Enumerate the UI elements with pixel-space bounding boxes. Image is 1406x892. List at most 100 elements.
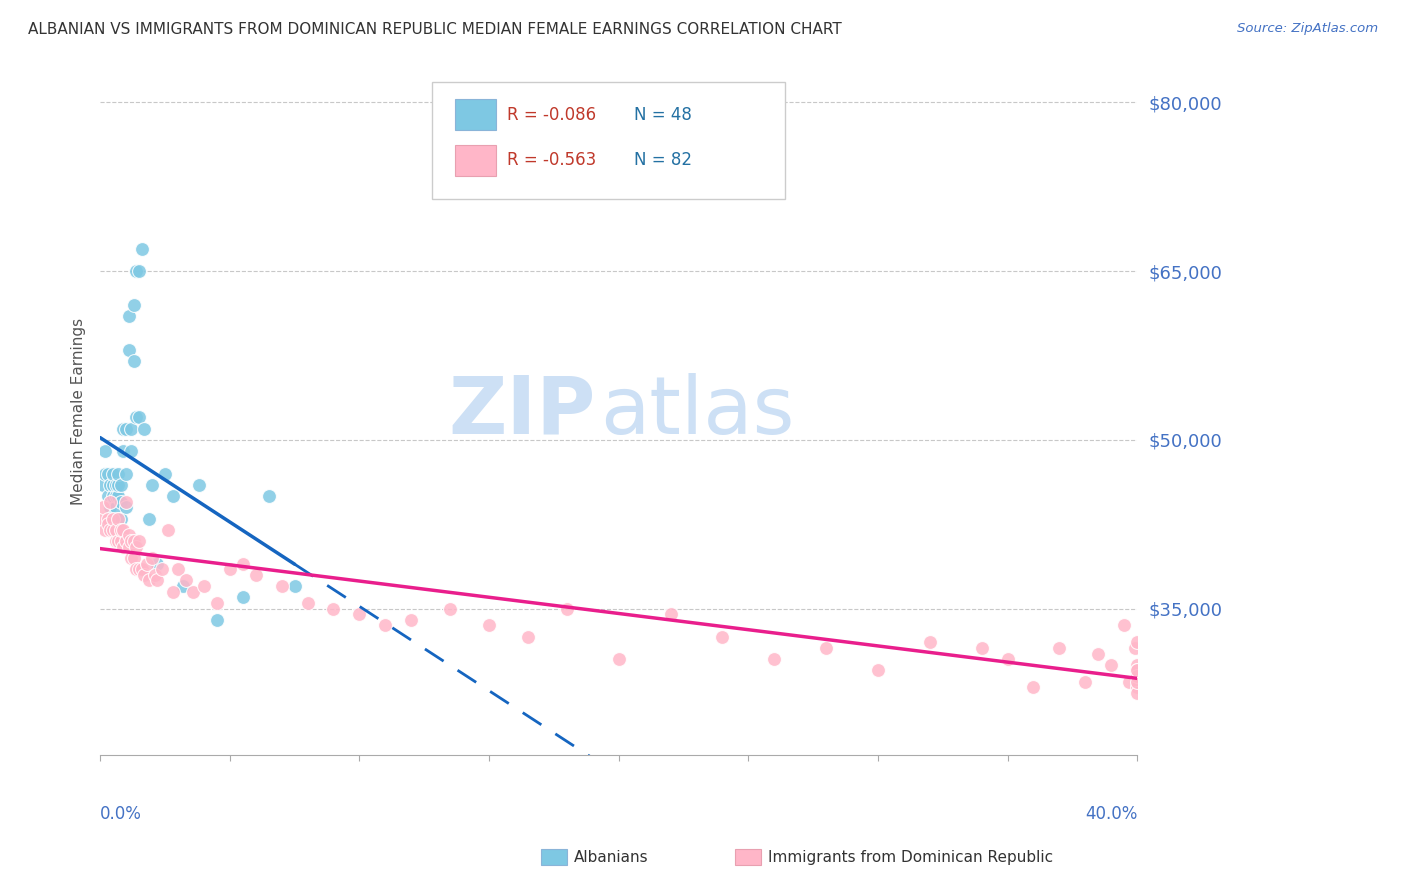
Point xyxy=(183,584,205,599)
Point xyxy=(104,523,127,537)
Point xyxy=(120,550,142,565)
Point xyxy=(112,444,135,458)
Point xyxy=(94,444,117,458)
Text: Source: ZipAtlas.com: Source: ZipAtlas.com xyxy=(1237,22,1378,36)
Point xyxy=(1126,686,1149,700)
Point xyxy=(110,511,132,525)
Text: atlas: atlas xyxy=(600,373,794,450)
Point xyxy=(135,557,157,571)
Point xyxy=(218,562,240,576)
Point xyxy=(117,540,139,554)
Point xyxy=(115,494,138,508)
Point xyxy=(122,550,145,565)
Point xyxy=(607,652,630,666)
FancyBboxPatch shape xyxy=(454,99,496,130)
Point xyxy=(115,500,138,515)
Point xyxy=(107,489,129,503)
Point xyxy=(516,630,538,644)
Point xyxy=(97,467,120,481)
Point xyxy=(141,550,163,565)
Point xyxy=(122,354,145,368)
Point xyxy=(815,640,838,655)
FancyBboxPatch shape xyxy=(432,82,785,199)
Point xyxy=(101,477,124,491)
Point xyxy=(1126,635,1149,649)
Point xyxy=(1087,647,1109,661)
Point xyxy=(374,618,396,632)
Point xyxy=(125,562,148,576)
Point xyxy=(112,523,135,537)
Point xyxy=(128,410,150,425)
Text: N = 48: N = 48 xyxy=(634,105,692,123)
Point xyxy=(1022,681,1045,695)
Point xyxy=(143,567,166,582)
Point xyxy=(1118,674,1140,689)
Text: Immigrants from Dominican Republic: Immigrants from Dominican Republic xyxy=(768,850,1053,864)
Point xyxy=(138,574,160,588)
Point xyxy=(232,591,254,605)
Point xyxy=(172,579,194,593)
Point xyxy=(120,421,142,435)
Point xyxy=(100,494,122,508)
Point xyxy=(125,410,148,425)
Point xyxy=(91,500,114,515)
Point xyxy=(322,601,344,615)
Point xyxy=(284,579,307,593)
Point xyxy=(128,562,150,576)
Point xyxy=(120,444,142,458)
Point xyxy=(1126,664,1149,678)
Point xyxy=(1126,664,1149,678)
Point xyxy=(146,574,169,588)
Point xyxy=(162,584,184,599)
Point xyxy=(128,264,150,278)
Y-axis label: Median Female Earnings: Median Female Earnings xyxy=(72,318,86,505)
Point xyxy=(138,511,160,525)
Point xyxy=(205,596,228,610)
Point xyxy=(125,540,148,554)
Text: R = -0.563: R = -0.563 xyxy=(506,151,596,169)
Point xyxy=(97,511,120,525)
Point xyxy=(162,489,184,503)
Point xyxy=(257,489,280,503)
Point xyxy=(107,534,129,549)
Point xyxy=(117,309,139,323)
Point xyxy=(110,523,132,537)
Text: N = 82: N = 82 xyxy=(634,151,692,169)
Point xyxy=(107,511,129,525)
Point xyxy=(555,601,578,615)
Text: ZIP: ZIP xyxy=(449,373,596,450)
Point xyxy=(1047,640,1070,655)
Point xyxy=(131,242,153,256)
Point xyxy=(918,635,941,649)
Point xyxy=(1126,681,1149,695)
Point xyxy=(1074,674,1097,689)
Point xyxy=(205,613,228,627)
Point xyxy=(104,534,127,549)
Point xyxy=(349,607,371,622)
Point xyxy=(131,562,153,576)
Point xyxy=(94,467,117,481)
Point xyxy=(153,467,176,481)
Point xyxy=(187,477,209,491)
Point xyxy=(115,467,138,481)
Text: 40.0%: 40.0% xyxy=(1085,805,1137,823)
Text: 0.0%: 0.0% xyxy=(100,805,142,823)
Point xyxy=(478,618,501,632)
Point xyxy=(659,607,682,622)
Point xyxy=(270,579,292,593)
Text: R = -0.086: R = -0.086 xyxy=(506,105,596,123)
Point xyxy=(997,652,1019,666)
Point xyxy=(1126,669,1149,683)
Point xyxy=(104,477,127,491)
Point xyxy=(970,640,993,655)
Point xyxy=(104,500,127,515)
Point xyxy=(1126,657,1149,672)
Point xyxy=(107,477,129,491)
Point xyxy=(156,523,179,537)
Point xyxy=(439,601,461,615)
Point xyxy=(134,421,156,435)
Point xyxy=(1114,618,1136,632)
Point xyxy=(115,421,138,435)
Point xyxy=(125,264,148,278)
Point xyxy=(107,511,129,525)
